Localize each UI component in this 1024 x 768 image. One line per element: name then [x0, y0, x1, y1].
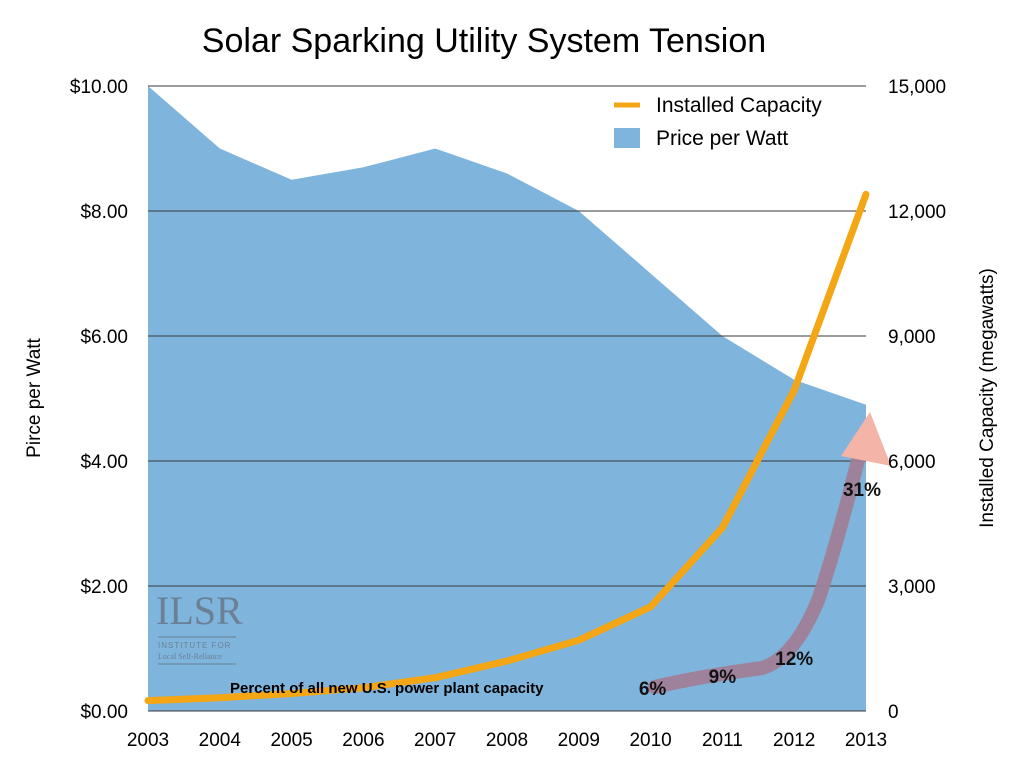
x-tick-label: 2009: [558, 730, 600, 751]
x-tick-label: 2008: [486, 730, 528, 751]
axes: $0.00 0 $2.00 3,000 $4.00 6,000 $6.00 9,000 $8.0…: [70, 77, 946, 751]
percent-arrow-shaft: [647, 445, 867, 694]
x-tick-label: 2011: [702, 730, 743, 751]
percent-arrow-head: [841, 412, 891, 466]
capacity-line-layer: [144, 190, 870, 705]
percent-label: 9%: [709, 667, 737, 688]
x-tick-label: 2012: [773, 730, 815, 751]
y-left-tick-label: $6.00: [80, 327, 128, 348]
y-left-tick-label: $4.00: [80, 452, 128, 473]
y-right-axis-label: Installed Capacity (megawatts): [977, 268, 998, 528]
chart-title: Solar Sparking Utility System Tension: [202, 22, 766, 60]
legend: Installed Capacity Price per Watt: [614, 94, 822, 150]
y-right-tick-label: 0: [888, 702, 899, 723]
percent-arrow-layer: 6% 9% 12% 31%: [639, 412, 891, 700]
x-tick-label: 2003: [127, 730, 169, 751]
annotation-note: Percent of all new U.S. power plant capa…: [230, 680, 544, 697]
y-left-axis-label: Pirce per Watt: [24, 337, 45, 457]
logo-wordmark: ILSR: [156, 588, 243, 633]
capacity-line: [144, 190, 870, 705]
x-tick-label: 2006: [342, 730, 384, 751]
legend-price-swatch: [614, 128, 640, 148]
percent-label: 12%: [775, 649, 813, 670]
legend-price-label: Price per Watt: [656, 127, 788, 150]
y-left-tick-label: $0.00: [80, 702, 128, 723]
x-tick-label: 2013: [845, 730, 887, 751]
logo-line2: Local Self-Reliance: [158, 652, 222, 661]
y-left-tick-label: $10.00: [70, 77, 128, 98]
percent-label: 31%: [843, 480, 881, 501]
x-tick-label: 2007: [414, 730, 456, 751]
price-area: [148, 86, 866, 711]
gridlines: [148, 85, 866, 587]
price-area-layer: [148, 86, 866, 711]
y-left-tick-label: $8.00: [80, 202, 128, 223]
ilsr-logo: ILSR INSTITUTE FOR Local Self-Reliance: [156, 588, 243, 665]
y-right-tick-label: 3,000: [888, 577, 936, 598]
y-left-tick-label: $2.00: [80, 577, 128, 598]
y-right-tick-label: 15,000: [888, 77, 946, 98]
y-right-tick-label: 12,000: [888, 202, 946, 223]
legend-capacity-label: Installed Capacity: [656, 94, 822, 117]
percent-label: 6%: [639, 679, 667, 700]
y-right-tick-label: 6,000: [888, 452, 936, 473]
y-right-tick-label: 9,000: [888, 327, 936, 348]
x-tick-label: 2010: [629, 730, 671, 751]
x-tick-label: 2005: [270, 730, 312, 751]
logo-line1: INSTITUTE FOR: [158, 641, 231, 650]
x-tick-label: 2004: [199, 730, 242, 751]
